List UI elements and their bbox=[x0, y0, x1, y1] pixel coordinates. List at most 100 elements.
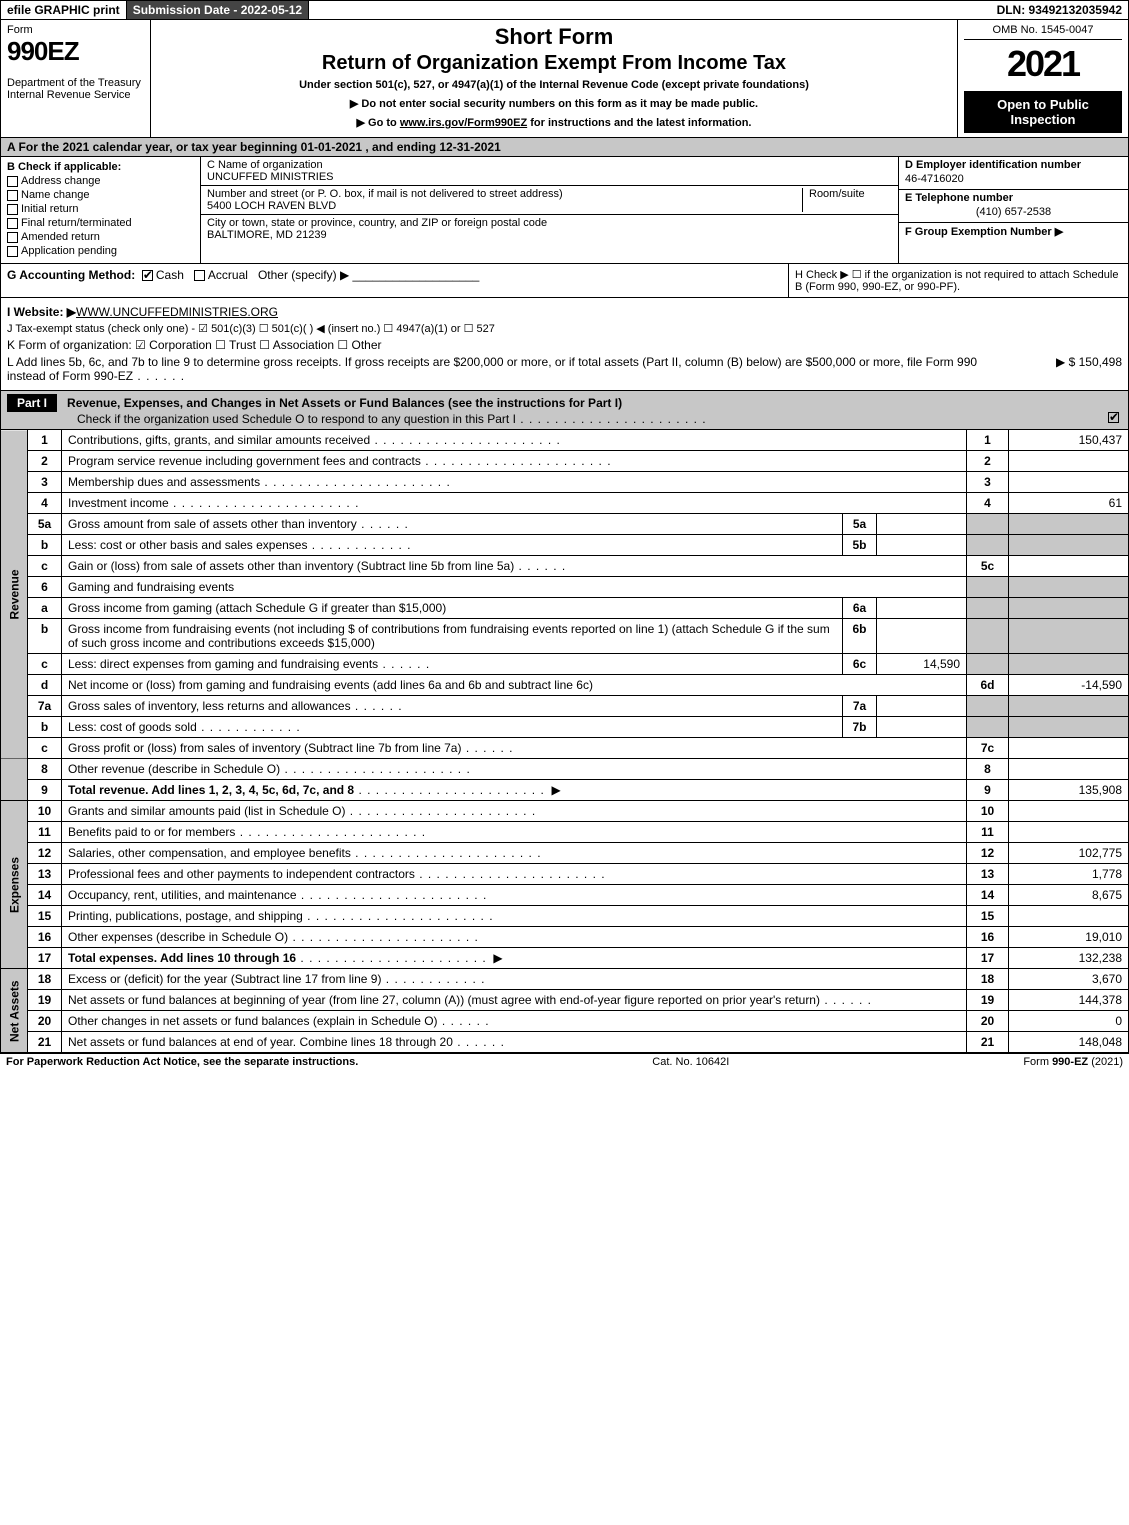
city-label: City or town, state or province, country… bbox=[207, 217, 892, 229]
chk-accrual[interactable] bbox=[194, 270, 205, 281]
chk-amended-return[interactable]: Amended return bbox=[7, 231, 194, 243]
ln-11: 11 bbox=[28, 822, 62, 843]
col-5a-shade bbox=[967, 514, 1009, 535]
line-a: A For the 2021 calendar year, or tax yea… bbox=[0, 138, 1129, 157]
line-l: L Add lines 5b, 6c, and 7b to line 9 to … bbox=[7, 355, 1122, 383]
ln-13: 13 bbox=[28, 864, 62, 885]
g-other: Other (specify) ▶ bbox=[258, 268, 349, 282]
part1-table: Revenue 1 Contributions, gifts, grants, … bbox=[0, 430, 1129, 1053]
box-c: C Name of organization UNCUFFED MINISTRI… bbox=[201, 157, 898, 263]
amt-10 bbox=[1009, 801, 1129, 822]
amt-2 bbox=[1009, 451, 1129, 472]
box-b: B Check if applicable: Address change Na… bbox=[1, 157, 201, 263]
chk-address-change[interactable]: Address change bbox=[7, 175, 194, 187]
col-3: 3 bbox=[967, 472, 1009, 493]
desc-6a: Gross income from gaming (attach Schedul… bbox=[62, 598, 843, 619]
ln-9: 9 bbox=[28, 780, 62, 801]
amt-15 bbox=[1009, 906, 1129, 927]
col-11: 11 bbox=[967, 822, 1009, 843]
footer-mid: Cat. No. 10642I bbox=[652, 1056, 729, 1068]
desc-21: Net assets or fund balances at end of ye… bbox=[62, 1032, 967, 1053]
mini-5b: 5b bbox=[843, 535, 877, 556]
chk-application-pending[interactable]: Application pending bbox=[7, 245, 194, 257]
col-13: 13 bbox=[967, 864, 1009, 885]
amt-6d: -14,590 bbox=[1009, 675, 1129, 696]
line-k: K Form of organization: ☑ Corporation ☐ … bbox=[7, 338, 1122, 352]
tax-year: 2021 bbox=[964, 43, 1122, 85]
ln-7a: 7a bbox=[28, 696, 62, 717]
mini-7a: 7a bbox=[843, 696, 877, 717]
ln-2: 2 bbox=[28, 451, 62, 472]
subtitle-section: Under section 501(c), 527, or 4947(a)(1)… bbox=[157, 79, 951, 91]
amt-7c bbox=[1009, 738, 1129, 759]
ln-20: 20 bbox=[28, 1011, 62, 1032]
col-1: 1 bbox=[967, 430, 1009, 451]
desc-1: Contributions, gifts, grants, and simila… bbox=[62, 430, 967, 451]
amt-12: 102,775 bbox=[1009, 843, 1129, 864]
amt-11 bbox=[1009, 822, 1129, 843]
subtitle-goto: ▶ Go to www.irs.gov/Form990EZ for instru… bbox=[157, 116, 951, 129]
amt-20: 0 bbox=[1009, 1011, 1129, 1032]
form-header: Form 990EZ Department of the Treasury In… bbox=[0, 20, 1129, 138]
desc-17: Total expenses. Add lines 10 through 16 … bbox=[62, 948, 967, 969]
footer-left: For Paperwork Reduction Act Notice, see … bbox=[6, 1056, 358, 1068]
org-name-label: C Name of organization bbox=[207, 159, 892, 171]
amt-17: 132,238 bbox=[1009, 948, 1129, 969]
amt-19: 144,378 bbox=[1009, 990, 1129, 1011]
part1-subcheck-box[interactable] bbox=[1108, 412, 1119, 423]
col-7c: 7c bbox=[967, 738, 1009, 759]
col-7a-shade bbox=[967, 696, 1009, 717]
col-12: 12 bbox=[967, 843, 1009, 864]
col-6d: 6d bbox=[967, 675, 1009, 696]
ln-7b: b bbox=[28, 717, 62, 738]
chk-name-change[interactable]: Name change bbox=[7, 189, 194, 201]
g-label: G Accounting Method: bbox=[7, 268, 135, 282]
title-short-form: Short Form bbox=[157, 24, 951, 50]
website-link[interactable]: WWW.UNCUFFEDMINISTRIES.ORG bbox=[76, 305, 278, 319]
open-inspection: Open to Public Inspection bbox=[964, 91, 1122, 133]
ln-6a: a bbox=[28, 598, 62, 619]
sidebar-revenue: Revenue bbox=[1, 430, 28, 759]
room-suite-label: Room/suite bbox=[802, 188, 892, 212]
mini-7b: 7b bbox=[843, 717, 877, 738]
chk-cash[interactable] bbox=[142, 270, 153, 281]
minival-7a bbox=[877, 696, 967, 717]
irs-link[interactable]: www.irs.gov/Form990EZ bbox=[400, 117, 527, 129]
ln-6b: b bbox=[28, 619, 62, 654]
mini-5a: 5a bbox=[843, 514, 877, 535]
desc-5c: Gain or (loss) from sale of assets other… bbox=[62, 556, 967, 577]
amt-18: 3,670 bbox=[1009, 969, 1129, 990]
ln-6d: d bbox=[28, 675, 62, 696]
ln-18: 18 bbox=[28, 969, 62, 990]
line-i: I Website: ▶WWW.UNCUFFEDMINISTRIES.ORG bbox=[7, 305, 1122, 319]
amt-6b-shade bbox=[1009, 619, 1129, 654]
minival-6b bbox=[877, 619, 967, 654]
ein-label: D Employer identification number bbox=[899, 157, 1128, 173]
chk-final-return[interactable]: Final return/terminated bbox=[7, 217, 194, 229]
desc-5a: Gross amount from sale of assets other t… bbox=[62, 514, 843, 535]
col-10: 10 bbox=[967, 801, 1009, 822]
ein-value: 46-4716020 bbox=[899, 173, 1128, 189]
city-value: BALTIMORE, MD 21239 bbox=[207, 229, 892, 241]
col-5b-shade bbox=[967, 535, 1009, 556]
desc-6: Gaming and fundraising events bbox=[62, 577, 967, 598]
desc-4: Investment income bbox=[62, 493, 967, 514]
ln-19: 19 bbox=[28, 990, 62, 1011]
ln-5b: b bbox=[28, 535, 62, 556]
sidebar-expenses: Expenses bbox=[1, 801, 28, 969]
minival-5b bbox=[877, 535, 967, 556]
phone-label: E Telephone number bbox=[899, 189, 1128, 206]
desc-5b: Less: cost or other basis and sales expe… bbox=[62, 535, 843, 556]
col-6a-shade bbox=[967, 598, 1009, 619]
chk-initial-return[interactable]: Initial return bbox=[7, 203, 194, 215]
col-18: 18 bbox=[967, 969, 1009, 990]
desc-3: Membership dues and assessments bbox=[62, 472, 967, 493]
amt-6c-shade bbox=[1009, 654, 1129, 675]
amt-4: 61 bbox=[1009, 493, 1129, 514]
org-name-cell: C Name of organization UNCUFFED MINISTRI… bbox=[201, 157, 898, 186]
ln-8: 8 bbox=[28, 759, 62, 780]
ln-5a: 5a bbox=[28, 514, 62, 535]
amt-9: 135,908 bbox=[1009, 780, 1129, 801]
desc-6d: Net income or (loss) from gaming and fun… bbox=[62, 675, 967, 696]
line-l-amount: ▶ $ 150,498 bbox=[1002, 355, 1122, 383]
